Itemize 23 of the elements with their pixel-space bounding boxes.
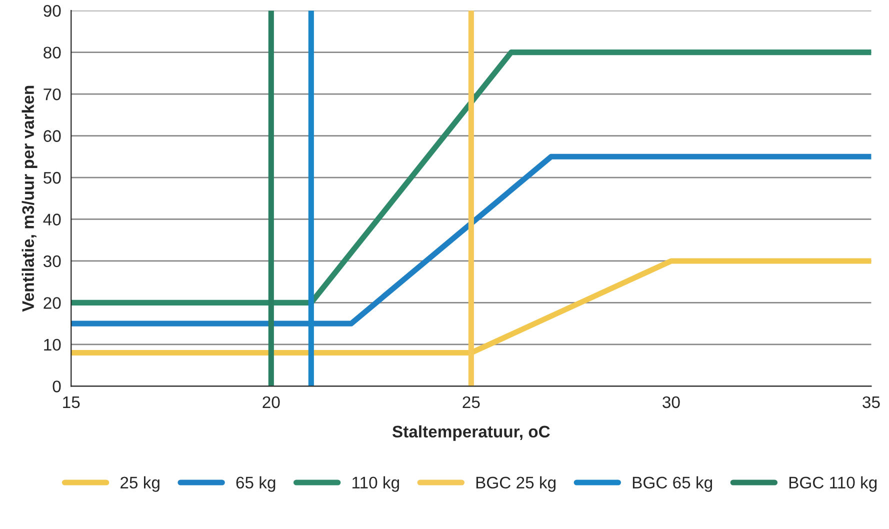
y-tick-label: 90: [44, 4, 61, 17]
legend-label: BGC 25 kg: [476, 476, 556, 492]
legend-label: 25 kg: [120, 476, 160, 492]
legend-label: 65 kg: [236, 476, 276, 492]
y-tick-label: 50: [44, 172, 61, 184]
y-tick-label: 80: [44, 46, 61, 59]
x-tick-label: 20: [262, 396, 280, 408]
y-tick-label: 60: [44, 130, 61, 142]
y-tick-label: 70: [44, 88, 61, 100]
x-tick-label: 30: [662, 396, 680, 408]
y-tick-label: 0: [52, 380, 61, 392]
x-tick-label: 25: [462, 396, 480, 408]
legend-label: BGC 65 kg: [632, 476, 712, 492]
y-tick-label: 40: [43, 214, 61, 226]
x-tick-label: 15: [63, 396, 80, 408]
legend-label: 110 kg: [352, 476, 399, 492]
y-tick-label: 20: [44, 297, 61, 309]
y-tick-label: 30: [43, 255, 61, 268]
x-tick-label: 35: [862, 396, 880, 408]
y-tick-label: 10: [44, 338, 61, 351]
y-axis-title: Ventilatie, m3/uur per varken: [22, 86, 38, 312]
x-axis-title: Staltemperatuur, oC: [392, 425, 550, 441]
legend-label: BGC 110 kg: [789, 476, 877, 492]
